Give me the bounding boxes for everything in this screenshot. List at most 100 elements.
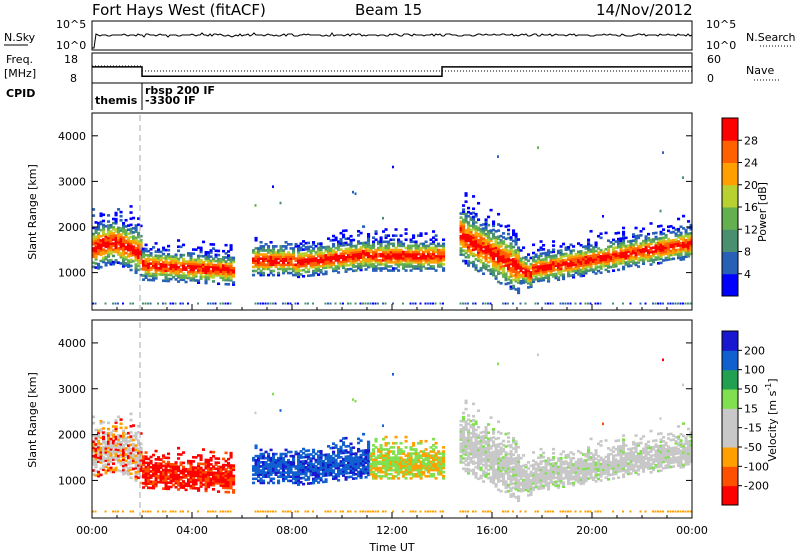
velocity-cell	[147, 511, 149, 513]
power-cell	[307, 268, 310, 271]
power-cell	[142, 303, 144, 305]
power-cell	[432, 303, 434, 305]
power-cell	[502, 232, 505, 235]
power-cell	[222, 303, 224, 305]
power-cell	[547, 303, 549, 305]
velocity-cell	[290, 511, 292, 513]
power-cell	[345, 229, 348, 232]
power-cell	[342, 303, 344, 305]
power-cell	[665, 234, 668, 237]
frequency-line	[92, 67, 692, 76]
velocity-cell	[115, 511, 117, 513]
power-cell	[660, 225, 663, 228]
power-cell	[290, 303, 292, 305]
velocity-cell	[177, 447, 180, 450]
velocity-cell	[132, 511, 134, 513]
power-cell	[170, 303, 172, 305]
noise-panel: N.Sky 10^5 10^0 10^5 10^0 N.Search	[4, 18, 796, 52]
power-cell	[555, 254, 558, 257]
colorbar-swatch	[722, 163, 738, 186]
velocity-cell	[402, 511, 404, 513]
power-cell	[415, 241, 418, 244]
velocity-cell	[347, 511, 349, 513]
velocity-cell	[317, 481, 320, 484]
power-cell	[467, 207, 470, 210]
velocity-cell	[420, 440, 423, 443]
velocity-cell	[355, 400, 357, 403]
power-cell	[475, 303, 477, 305]
power-cell	[505, 272, 508, 275]
power-cell	[425, 241, 428, 244]
nsearch-tick-top: 10^5	[706, 18, 736, 31]
velocity-cell	[345, 437, 348, 440]
velocity-cell	[435, 442, 438, 445]
power-cell	[215, 303, 217, 305]
power-cell	[575, 303, 577, 305]
power-cell	[130, 211, 133, 214]
velocity-cell	[217, 490, 220, 493]
power-cell	[460, 303, 462, 305]
power-cell	[267, 303, 269, 305]
power-cell	[677, 303, 679, 305]
power-colorbar-label: Power [dB]	[756, 182, 769, 242]
power-cell	[392, 243, 395, 246]
velocity-cell	[442, 471, 445, 474]
power-cell	[467, 221, 470, 224]
power-cell	[602, 215, 604, 218]
velocity-cell	[370, 511, 372, 513]
power-cell	[332, 243, 335, 246]
power-cell	[312, 247, 315, 250]
velocity-cell	[382, 424, 384, 427]
power-cell	[535, 303, 537, 305]
power-cell	[587, 303, 589, 305]
power-cell	[232, 257, 235, 260]
power-cell	[682, 303, 684, 305]
velocity-cell	[130, 472, 133, 475]
velocity-cell	[425, 448, 428, 451]
power-cell	[462, 303, 464, 305]
power-cell	[442, 243, 445, 246]
power-cell	[225, 244, 228, 247]
power-cell	[465, 303, 467, 305]
power-cell	[392, 166, 394, 169]
power-cell	[650, 263, 653, 266]
velocity-cell	[405, 440, 408, 443]
velocity-cell	[355, 511, 357, 513]
velocity-cell	[232, 475, 235, 478]
power-cell	[605, 232, 608, 235]
power-cell	[680, 232, 683, 235]
velocity-cell	[130, 511, 132, 513]
power-cell	[197, 303, 199, 305]
velocity-cell	[312, 449, 315, 452]
power-cell	[562, 273, 565, 276]
power-cell	[520, 249, 523, 252]
power-cell	[290, 243, 293, 246]
power-cell	[130, 265, 133, 268]
velocity-cell	[367, 441, 370, 444]
power-cell	[510, 242, 513, 245]
velocity-cell	[352, 398, 354, 401]
power-cell	[567, 246, 570, 249]
velocity-cell	[432, 473, 435, 476]
velocity-cell	[175, 461, 178, 464]
velocity-cell	[327, 511, 329, 513]
power-cell	[275, 303, 277, 305]
velocity-cell	[152, 454, 155, 457]
velocity-cell	[312, 455, 315, 458]
power-cell	[115, 218, 118, 221]
power-cell	[302, 275, 305, 278]
power-cell	[537, 303, 539, 305]
power-cell	[367, 303, 369, 305]
power-cell	[395, 228, 398, 231]
velocity-cell	[272, 511, 274, 513]
velocity-cell	[150, 460, 153, 463]
power-cell	[442, 263, 445, 266]
power-cell	[672, 303, 674, 305]
velocity-cell	[362, 511, 364, 513]
velocity-cell	[395, 442, 398, 445]
power-cell	[365, 268, 368, 271]
power-cell	[147, 303, 149, 305]
power-cell	[507, 225, 510, 228]
power-cell	[630, 303, 632, 305]
velocity-cell	[120, 422, 123, 425]
